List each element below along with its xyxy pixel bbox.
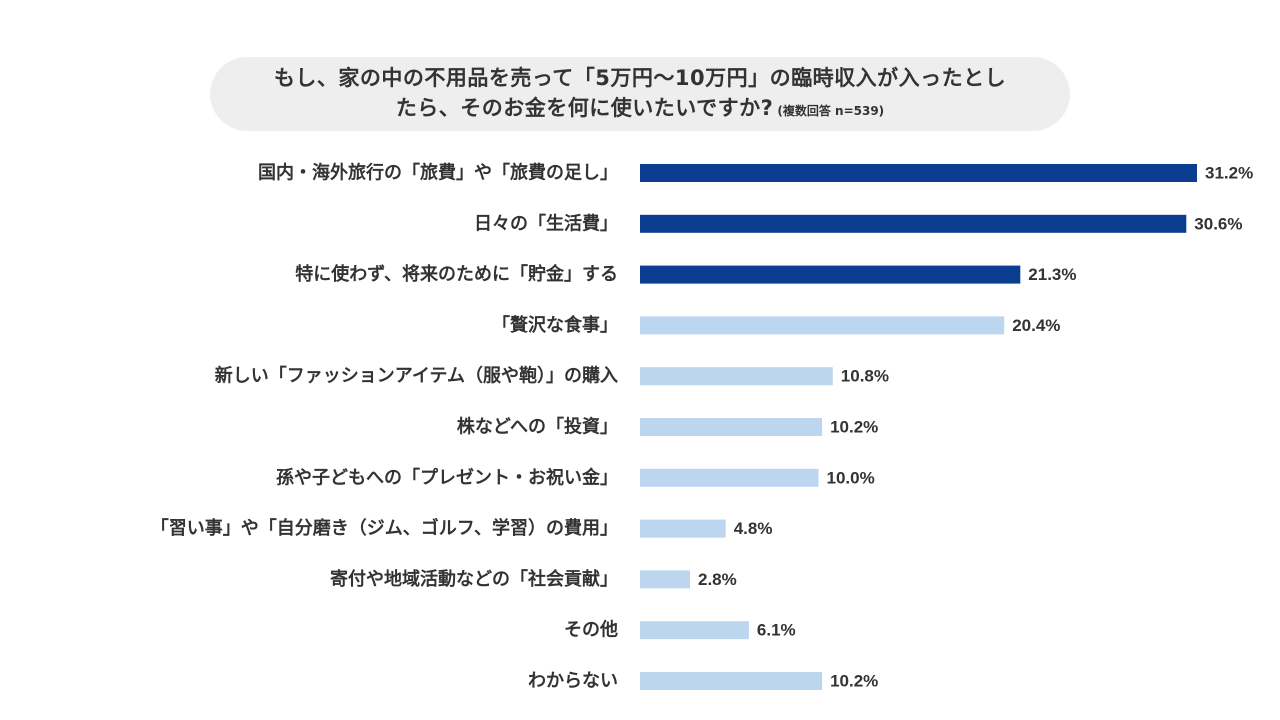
bar (640, 621, 749, 640)
chart-title-box: もし、家の中の不用品を売って「5万円～10万円」の臨時収入が入ったとし たら、そ… (210, 57, 1070, 131)
value-label: 30.6% (1194, 214, 1242, 233)
bar (640, 519, 726, 538)
value-label: 10.8% (841, 367, 889, 386)
value-label: 6.1% (757, 621, 796, 640)
bar (640, 316, 1005, 335)
bar (640, 570, 690, 589)
category-label: その他 (564, 619, 618, 641)
bar (640, 468, 819, 487)
bar (640, 418, 823, 436)
value-label: 31.2% (1205, 164, 1253, 183)
category-label: 「習い事」や「自分磨き（ジム、ゴルフ、学習）の費用」 (151, 517, 618, 539)
category-label: 特に使わず、将来のために「貯金」する (295, 263, 618, 285)
value-label: 20.4% (1012, 316, 1060, 335)
value-label: 21.3% (1028, 265, 1076, 284)
bar (640, 672, 823, 690)
bar (640, 214, 1187, 233)
bar (640, 164, 1197, 182)
value-label: 10.2% (830, 672, 878, 691)
value-label: 2.8% (698, 570, 737, 589)
chart-title-line-2: たら、そのお金を何に使いたいですか? (複数回答 n=539) (396, 93, 884, 126)
chart-title-line-2-text: たら、そのお金を何に使いたいですか? (395, 95, 774, 120)
category-label: わからない (528, 671, 618, 692)
category-label: 国内・海外旅行の「旅費」や「旅費の足し」 (258, 162, 618, 184)
value-label: 10.2% (830, 418, 878, 437)
bar (640, 367, 833, 386)
category-label: 株などへの「投資」 (457, 416, 618, 438)
category-label: 「贅沢な食事」 (492, 314, 618, 336)
category-label: 孫や子どもへの「プレゼント・お祝い金」 (276, 466, 618, 488)
chart-title-note: (複数回答 n=539) (777, 103, 885, 118)
bar (640, 265, 1021, 284)
value-label: 4.8% (734, 519, 773, 538)
category-label: 寄付や地域活動などの「社会貢献」 (330, 568, 618, 590)
value-label: 10.0% (827, 468, 875, 487)
category-label: 日々の「生活費」 (474, 212, 618, 234)
chart-title-line-1: もし、家の中の不用品を売って「5万円～10万円」の臨時収入が入ったとし (273, 65, 1007, 90)
category-label: 新しい「ファッションアイテム（服や鞄）」の購入 (215, 365, 618, 387)
